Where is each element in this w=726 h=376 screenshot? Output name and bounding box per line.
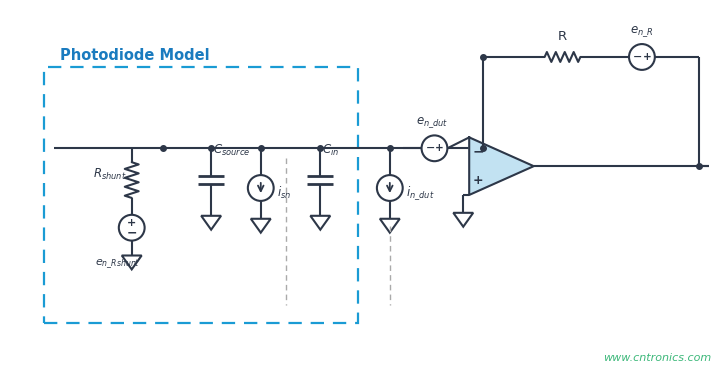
Text: −: − [126, 226, 137, 239]
Text: $C_{in}$: $C_{in}$ [322, 143, 340, 158]
Text: +: + [127, 218, 136, 228]
Text: +: + [643, 52, 651, 62]
Text: $e_{n\_dut}$: $e_{n\_dut}$ [416, 116, 449, 130]
Text: R: R [558, 30, 567, 43]
Text: $C_{source}$: $C_{source}$ [213, 143, 250, 158]
Text: −: − [633, 52, 643, 62]
Text: −: − [473, 145, 484, 159]
Bar [44, 67, 358, 323]
Text: $e_{n\_Rshunt}$: $e_{n\_Rshunt}$ [95, 258, 140, 271]
Text: +: + [435, 143, 444, 153]
Text: $i_{n\_dut}$: $i_{n\_dut}$ [406, 184, 434, 202]
Text: www.cntronics.com: www.cntronics.com [603, 353, 711, 363]
Text: +: + [473, 174, 484, 187]
Text: $e_{n\_R}$: $e_{n\_R}$ [630, 24, 653, 39]
Text: $i_{sn}$: $i_{sn}$ [277, 185, 291, 201]
Text: −: − [426, 143, 435, 153]
Polygon shape [469, 137, 534, 195]
Text: $R_{shunt}$: $R_{shunt}$ [93, 167, 127, 182]
Text: Photodiode Model: Photodiode Model [60, 48, 210, 63]
